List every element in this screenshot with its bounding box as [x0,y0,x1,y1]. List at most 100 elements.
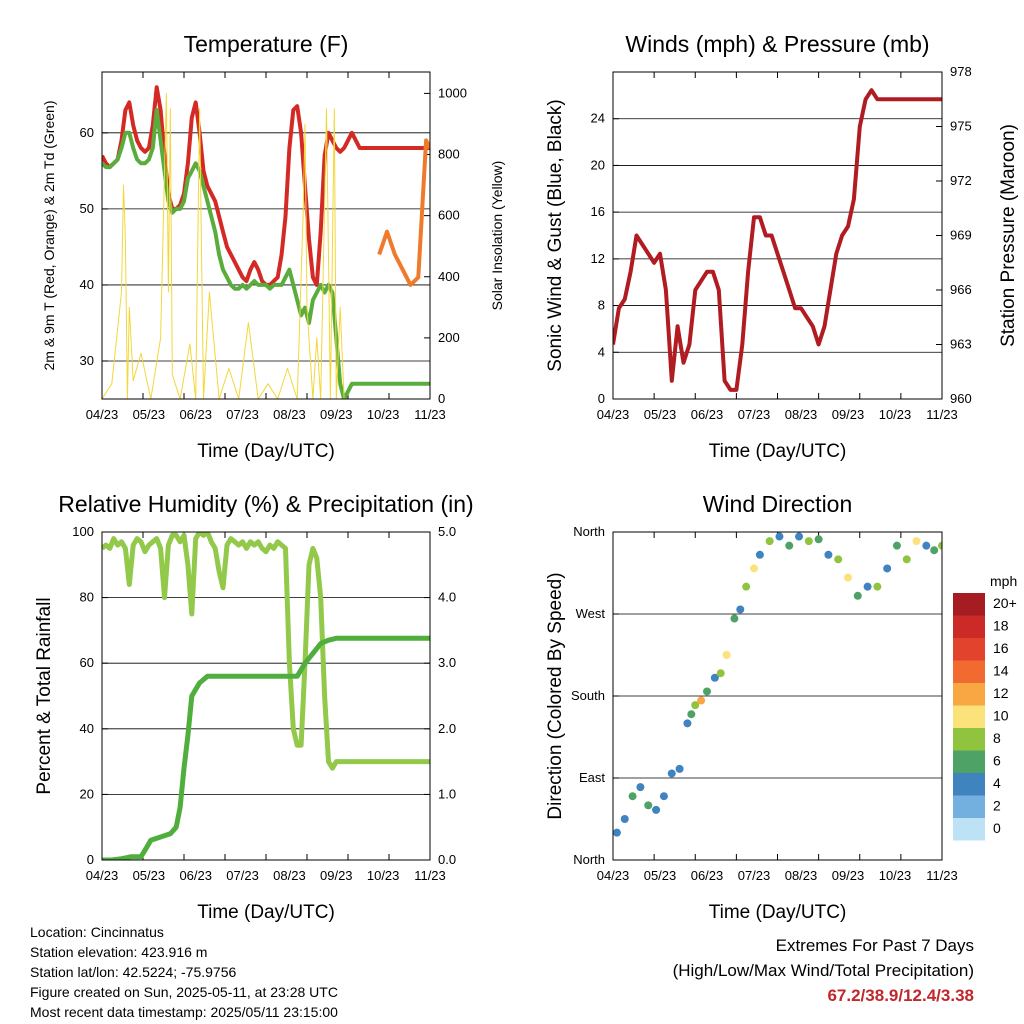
wind-dir-point [892,541,901,550]
x-tick-label: 05/23 [133,407,166,422]
extremes-values: 67.2/38.9/12.4/3.38 [827,986,974,1005]
x-tick-label: 08/23 [273,407,306,422]
series-line [102,108,430,399]
y-tick-label: 0 [87,852,94,867]
y-tick-label: 80 [80,590,94,605]
legend-swatch [953,683,985,706]
y-tick-label: 8 [598,298,605,313]
x-tick-label: 09/23 [320,868,353,883]
wind-dir-point [922,541,931,550]
wind-dir-point [765,537,774,546]
wind-dir-point [785,541,794,550]
wind-dir-point [703,687,711,696]
y-tick-label: West [576,606,606,621]
y-right-tick-label: 1000 [438,85,467,100]
legend-unit: mph [990,573,1018,589]
panel-frame [101,531,431,861]
wind-dir-point [755,550,764,559]
data-layer [102,85,430,399]
recent-text: Most recent data timestamp: 2025/05/11 2… [30,1004,338,1020]
x-tick-label: 10/23 [879,868,912,883]
legend-swatch [953,660,985,683]
y-axis-label: Percent & Total Rainfall [34,597,55,794]
y-right-tick-label: 200 [438,330,460,345]
wind-dir-point [902,555,911,564]
panel-title: Wind Direction [703,491,853,517]
y-right-tick-label: 1.0 [438,786,456,801]
created-text: Figure created on Sun, 2025-05-11, at 23… [30,984,338,1000]
location-text: Location: Cincinnatus [30,924,164,940]
extremes-title: Extremes For Past 7 Days [775,936,974,955]
panel-4: Wind DirectionNorthEastSouthWestNorth04/… [545,491,958,923]
legend-swatch [953,818,985,841]
speed-legend: 20+ 18 16 14 12 10 8 6 4 2 0 [953,593,1017,841]
panel-frame [612,531,943,861]
y-tick-label: 60 [80,125,94,140]
x-tick-label: 05/23 [644,407,677,422]
y-right-tick-label: 0 [438,391,445,406]
y-tick-label: 40 [80,721,94,736]
y-right-tick-label: 4.0 [438,590,456,605]
wind-dir-point [683,719,692,728]
legend-swatch [953,728,985,751]
wind-dir-point [716,669,725,678]
wind-dir-point [844,573,852,582]
y-tick-label: 60 [80,655,94,670]
legend-label: 0 [993,820,1001,836]
x-tick-label: 09/23 [832,407,865,422]
legend-label: 20+ [993,595,1017,611]
legend-label: 18 [993,618,1009,634]
panel-frame [612,71,943,400]
legend-label: 12 [993,685,1009,701]
panel-frame [101,71,431,400]
legend-label: 8 [993,730,1001,746]
x-tick-label: 06/23 [691,407,724,422]
x-tick-label: 04/23 [597,868,630,883]
legend-label: 16 [993,640,1009,656]
y-tick-label: 0 [598,391,605,406]
series-line [377,138,430,287]
station-info: Location: Cincinnatus Station elevation:… [30,922,338,1022]
y-tick-label: 40 [80,277,94,292]
wind-dir-point [824,550,833,559]
x-tick-label: 06/23 [691,868,724,883]
wind-dir-point [687,710,696,719]
legend-swatch [953,773,985,796]
y-right-tick-label: 2.0 [438,721,456,736]
x-tick-label: 11/23 [926,407,958,422]
wind-dir-point [644,801,653,810]
wind-dir-point [667,769,676,778]
legend-label: 6 [993,753,1001,769]
legend-swatch [953,750,985,773]
wind-dir-point [873,582,882,591]
y-right-tick-label: 975 [950,119,972,134]
series-line [613,88,942,392]
x-axis-label: Time (Day/UTC) [709,902,847,923]
x-tick-label: 09/23 [320,407,353,422]
x-tick-label: 04/23 [86,407,119,422]
x-tick-label: 07/23 [738,868,771,883]
wind-dir-point [834,555,843,564]
y-tick-label: 20 [591,157,605,172]
x-tick-label: 07/23 [226,407,259,422]
series-line [102,635,430,860]
y-right-axis-label: Solar Insolation (Yellow) [489,161,505,311]
legend-label: 2 [993,798,1001,814]
wind-dir-point [628,792,637,801]
wind-dir-point [697,696,706,705]
y-right-axis-label: Station Pressure (Maroon) [998,124,1019,347]
wind-dir-point [863,582,872,591]
panel-2: Winds (mph) & Pressure (mb) 0 4 8 12 16 20 24 96… [545,31,1019,462]
wind-dir-point [710,673,719,682]
x-tick-label: 08/23 [785,868,818,883]
legend-swatch [953,593,985,616]
x-tick-label: 04/23 [597,407,630,422]
x-tick-label: 11/23 [414,407,446,422]
y-tick-label: East [579,770,605,785]
y-right-tick-label: 400 [438,269,460,284]
wind-dir-point [722,651,731,659]
wind-dir-point [636,783,645,792]
y-right-tick-label: 969 [950,228,972,243]
y-tick-label: 16 [591,204,605,219]
